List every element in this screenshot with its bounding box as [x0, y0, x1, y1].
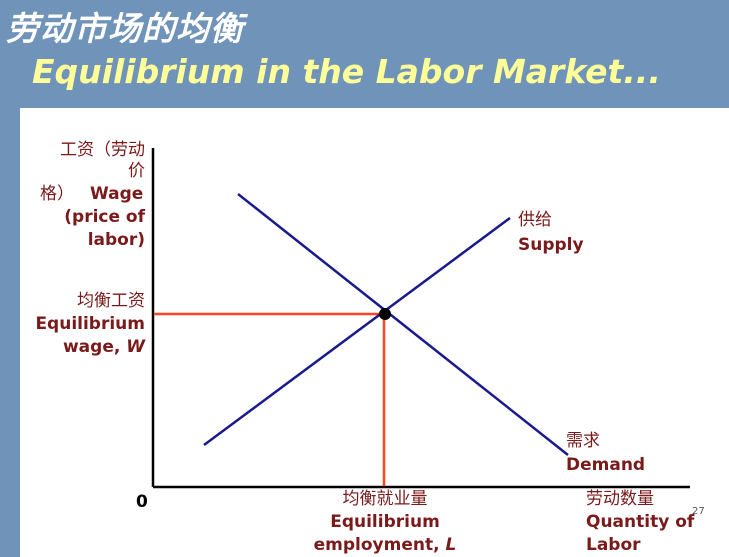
page-number: 27 [692, 506, 705, 517]
equilibrium-wage-label-en-1: Equilibrium [35, 314, 145, 334]
equilibrium-wage-symbol: W [126, 337, 145, 357]
demand-label-cn: 需求 [566, 431, 600, 451]
x-axis-label-cn: 劳动数量 [586, 489, 654, 509]
equilibrium-point [379, 308, 391, 320]
demand-label-en: Demand [566, 455, 646, 475]
slide-title-chinese: 劳动市场的均衡 [6, 9, 244, 48]
equilibrium-employment-word: employment, [313, 535, 440, 555]
y-axis-label-en-3: labor) [87, 230, 145, 250]
equilibrium-wage-word: wage, [62, 337, 121, 357]
supply-curve [203, 216, 511, 447]
demand-curve [237, 193, 569, 456]
equilibrium-employment-label-cn: 均衡就业量 [342, 489, 428, 509]
y-axis-label-cn-1: 工资（劳动 [60, 140, 145, 160]
equilibrium-employment-label-en-2: employment, L [290, 535, 480, 556]
slide-title-english: Equilibrium in the Labor Market... [32, 52, 661, 91]
y-axis-label-en-1: Wage [90, 184, 144, 204]
y-axis-label-cn-3: 格） [40, 184, 74, 204]
diagram-panel [20, 108, 729, 557]
y-axis-label-cn-2: 价 [128, 161, 145, 181]
origin-label: 0 [136, 492, 148, 512]
x-axis-label-en-1: Quantity of [586, 512, 695, 532]
equilibrium-wage-label-en-2: wage, W [20, 337, 145, 358]
equilibrium-wage-label-cn: 均衡工资 [77, 291, 145, 311]
supply-label-en: Supply [518, 235, 584, 255]
supply-label-cn: 供给 [518, 210, 552, 230]
equilibrium-employment-symbol: L [445, 535, 457, 555]
x-axis-label-en-2: Labor [586, 535, 641, 555]
equilibrium-employment-label-en-1: Equilibrium [330, 512, 440, 532]
y-axis-label-en-2: (price of [64, 207, 145, 227]
